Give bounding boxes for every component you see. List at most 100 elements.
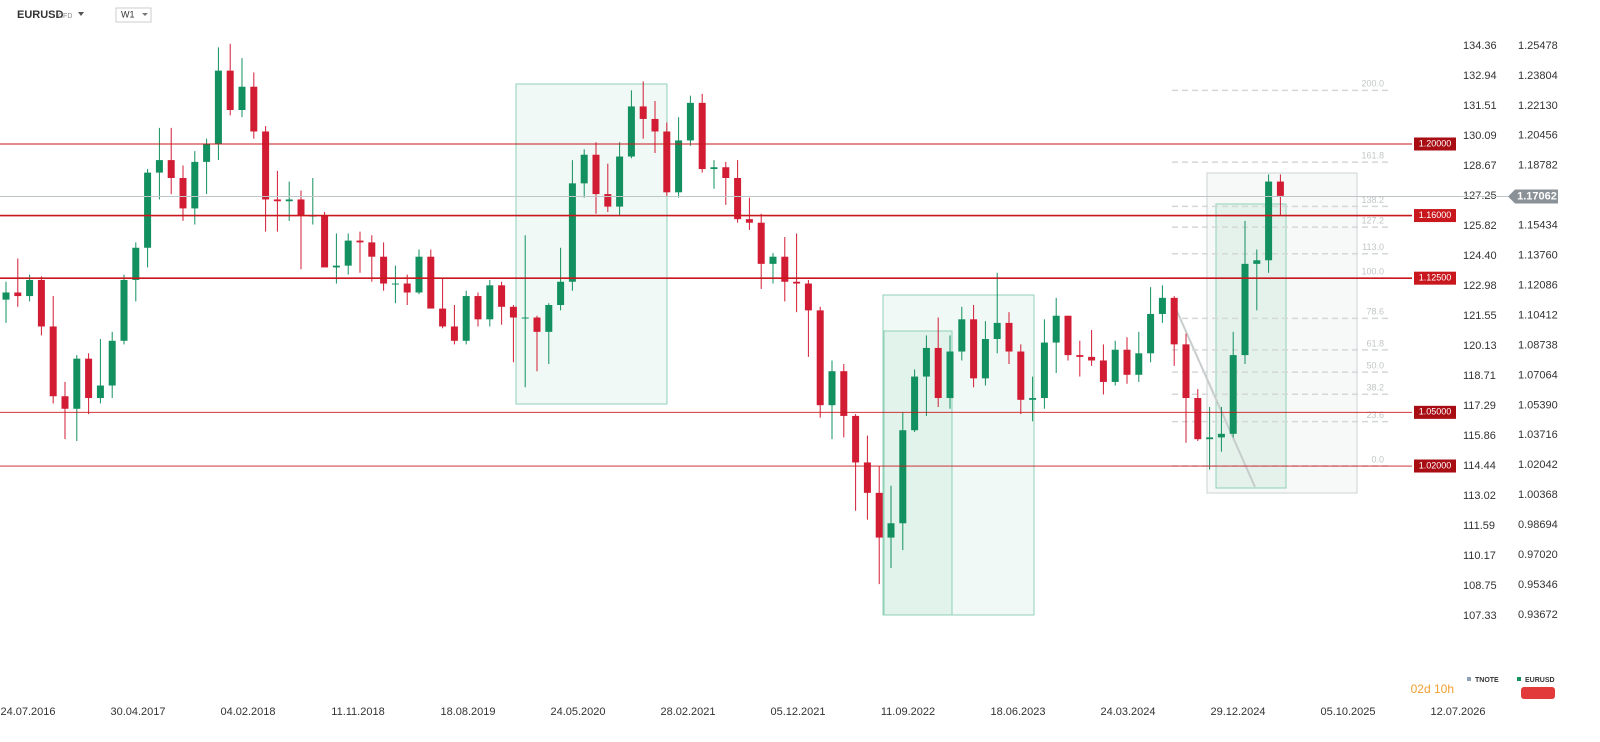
legend-swatch: [1467, 677, 1471, 681]
candle-body: [427, 256, 435, 309]
candle-body: [155, 160, 163, 173]
y2-tick-label: 127.25: [1463, 190, 1497, 202]
fib-label: 138.2: [1361, 195, 1384, 205]
candle-body: [85, 358, 93, 399]
candle-body: [108, 340, 116, 386]
candle-body: [167, 160, 175, 178]
candle-body: [14, 292, 22, 297]
y-tick-label: 0.95346: [1518, 579, 1558, 591]
candle-body: [1135, 353, 1143, 375]
level-tag: [1414, 271, 1456, 285]
level-label: 1.16000: [1419, 210, 1452, 220]
candle-body: [545, 305, 553, 332]
y2-tick-label: 134.36: [1463, 40, 1497, 52]
y-tick-label: 1.10412: [1518, 309, 1558, 321]
candle-body: [462, 296, 470, 341]
level-label: 1.05000: [1419, 407, 1452, 417]
candle-body: [993, 322, 1001, 339]
candle-body: [144, 172, 152, 248]
candle-body: [745, 219, 753, 223]
x-tick-label: 24.03.2024: [1100, 706, 1155, 718]
candle-body: [1229, 355, 1237, 434]
candle-body: [899, 430, 907, 524]
level-label: 1.20000: [1419, 138, 1452, 148]
level-label: 1.12500: [1419, 273, 1452, 283]
candle-body: [132, 247, 140, 280]
candle-body: [828, 371, 836, 406]
x-tick-label: 11.09.2022: [881, 706, 935, 718]
candle-body: [332, 265, 340, 268]
candle-body: [734, 177, 742, 220]
candle-body: [1217, 433, 1225, 438]
candle-body: [533, 317, 541, 332]
candle-body: [262, 131, 270, 200]
candle-body: [568, 183, 576, 282]
level-tag: [1414, 405, 1456, 419]
candle-body: [639, 106, 647, 119]
candle-body: [804, 283, 812, 311]
symbol-dropdown[interactable]: [78, 12, 84, 16]
candle-body: [1276, 181, 1284, 196]
symbol[interactable]: EURUSD: [17, 9, 64, 21]
candle-body: [757, 222, 765, 264]
candle-body: [1005, 322, 1013, 352]
interval: W1: [121, 9, 135, 19]
y-tick-label: 1.03716: [1518, 429, 1558, 441]
position-box: [883, 330, 953, 616]
interval-dropdown: [142, 13, 148, 16]
y2-tick-label: 110.17: [1463, 550, 1496, 562]
x-tick-label: 28.02.2021: [660, 706, 715, 718]
candle-body: [380, 256, 388, 284]
candle-body: [37, 279, 45, 327]
y2-tick-label: 122.98: [1463, 280, 1497, 292]
y-tick-label: 1.13760: [1518, 250, 1558, 262]
candle-body: [1099, 360, 1107, 382]
x-tick-label: 30.04.2017: [110, 706, 165, 718]
candle-body: [1265, 181, 1273, 261]
candle-body: [946, 351, 954, 399]
y-tick-label: 1.18782: [1518, 160, 1558, 172]
candle-body: [769, 256, 777, 264]
candle-body: [1241, 263, 1249, 356]
candle-body: [26, 279, 34, 297]
y2-tick-label: 130.09: [1463, 130, 1497, 142]
candle-body: [226, 70, 234, 111]
candle-body: [391, 283, 399, 285]
fib-label: 113.0: [1362, 242, 1384, 252]
y-tick-label: 0.97020: [1518, 549, 1558, 561]
timer: 02d 10h: [1411, 682, 1454, 696]
alert-button[interactable]: [1521, 687, 1555, 699]
x-tick-label: 18.08.2019: [440, 706, 495, 718]
candle-body: [698, 102, 706, 170]
candle-body: [934, 347, 942, 399]
candle-body: [840, 371, 848, 416]
candle-body: [1017, 351, 1025, 400]
candle-body: [521, 317, 529, 319]
candle-body: [368, 242, 376, 257]
candle-body: [958, 319, 966, 352]
fib-label: 78.6: [1366, 307, 1384, 317]
y2-tick-label: 121.55: [1463, 310, 1497, 322]
legend-swatch: [1517, 677, 1521, 681]
candle-body: [179, 177, 187, 209]
y-tick-label: 1.15434: [1518, 220, 1558, 232]
candle-body: [592, 154, 600, 195]
level-tag: [1414, 209, 1456, 223]
candle-body: [616, 156, 624, 207]
x-tick-label: 24.05.2020: [550, 706, 605, 718]
candle-body: [238, 86, 246, 111]
candle-body: [863, 462, 871, 493]
candle-body: [73, 358, 81, 409]
y-tick-label: 1.05390: [1518, 399, 1558, 411]
y-tick-label: 0.98694: [1518, 519, 1558, 531]
candle-body: [781, 256, 789, 282]
y2-tick-label: 120.13: [1463, 340, 1497, 352]
fib-label: 100.0: [1361, 267, 1384, 277]
position-box: [1215, 203, 1287, 489]
current-price-tag: [1508, 189, 1558, 204]
level-tag: [1414, 459, 1456, 473]
fib-label: 0.0: [1371, 454, 1384, 464]
interval-select[interactable]: [115, 7, 152, 23]
y2-tick-label: 117.29: [1463, 400, 1496, 412]
